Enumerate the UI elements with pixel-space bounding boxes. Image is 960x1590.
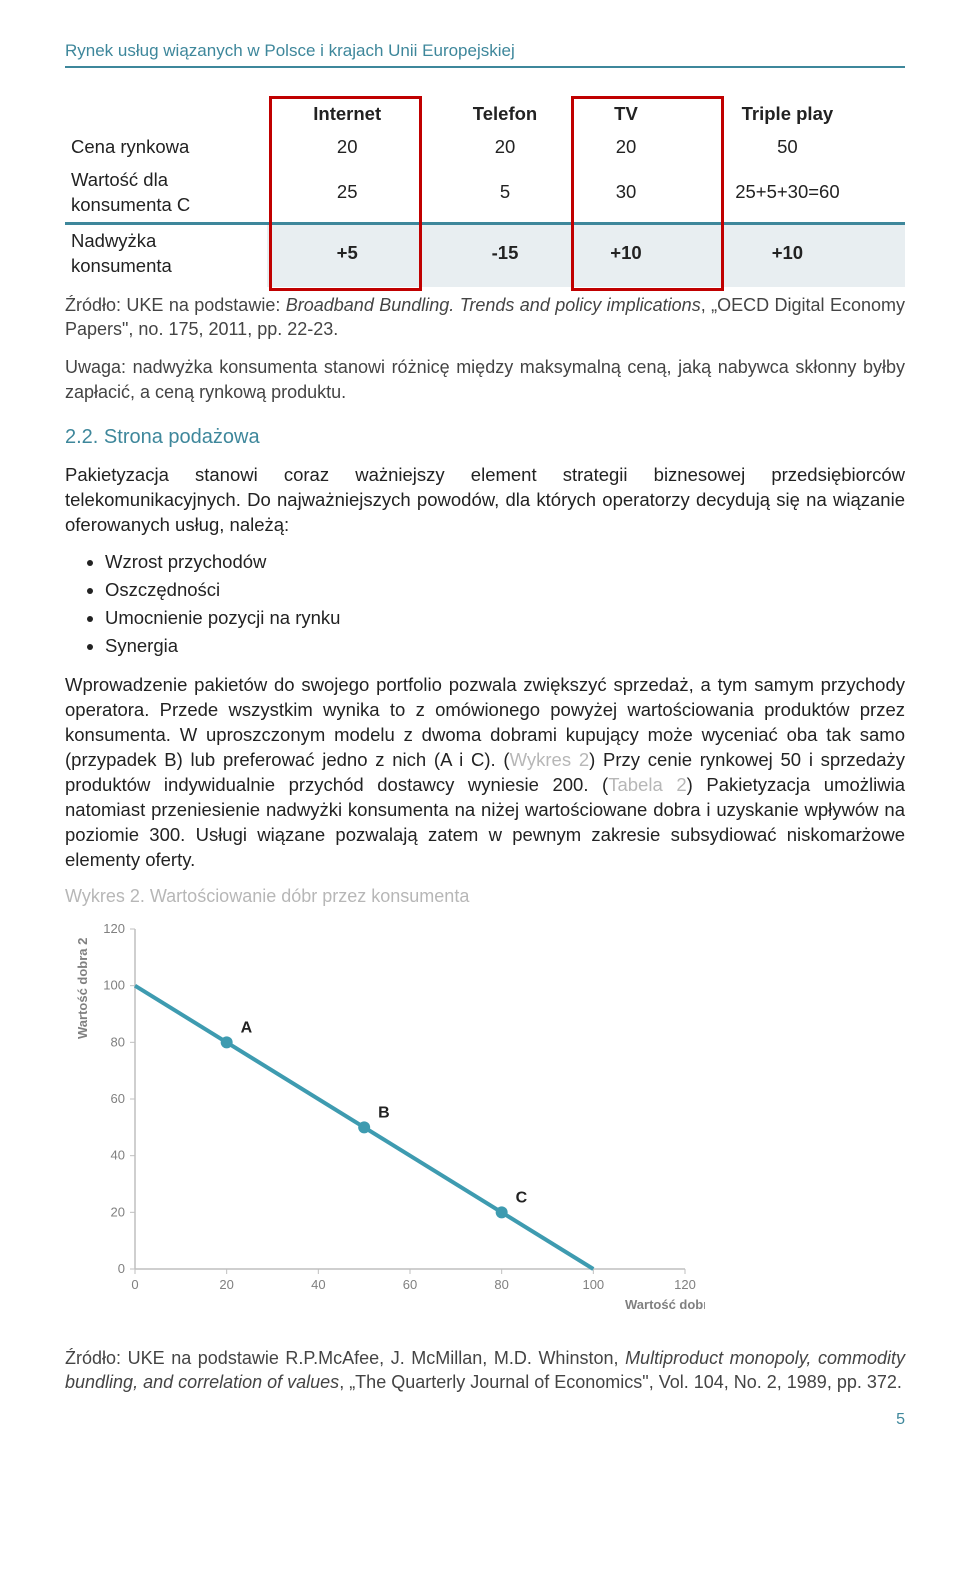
- th-blank: [65, 98, 267, 131]
- svg-text:A: A: [241, 1019, 253, 1036]
- page-header: Rynek usług wiązanych w Polsce i krajach…: [65, 40, 905, 68]
- list-item: Wzrost przychodów: [105, 550, 905, 575]
- highlight-box-tv: [571, 96, 724, 291]
- paragraph-1: Pakietyzacja stanowi coraz ważniejszy el…: [65, 463, 905, 538]
- svg-text:80: 80: [111, 1034, 125, 1049]
- section-heading: 2.2. Strona podażowa: [65, 424, 905, 451]
- table-row: Cena rynkowa 20 20 20 50: [65, 131, 905, 164]
- chart-source: Źródło: UKE na podstawie R.P.McAfee, J. …: [65, 1346, 905, 1395]
- svg-text:B: B: [378, 1104, 390, 1121]
- highlight-box-internet: [269, 96, 422, 291]
- cell: -15: [428, 223, 582, 286]
- valuation-chart: 0 20 40 60 80 100 120 0 20 40 60 80 100 120 Wartość do…: [65, 919, 705, 1319]
- table-note: Uwaga: nadwyżka konsumenta stanowi różni…: [65, 355, 905, 404]
- table-header-row: Internet Telefon TV Triple play: [65, 98, 905, 131]
- list-item: Oszczędności: [105, 578, 905, 603]
- svg-text:100: 100: [103, 977, 125, 992]
- table-row: Wartość dla konsumenta C 25 5 30 25+5+30…: [65, 164, 905, 223]
- th-telefon: Telefon: [428, 98, 582, 131]
- svg-text:40: 40: [111, 1147, 125, 1162]
- cell: Wartość dla konsumenta C: [65, 164, 267, 223]
- svg-text:100: 100: [582, 1277, 604, 1292]
- svg-text:0: 0: [131, 1277, 138, 1292]
- table-row-surplus: Nadwyżka konsumenta +5 -15 +10 +10: [65, 223, 905, 286]
- ref-wykres2: Wykres 2: [510, 749, 590, 770]
- svg-text:60: 60: [403, 1277, 417, 1292]
- svg-text:20: 20: [111, 1204, 125, 1219]
- svg-text:Wartość dobra 1: Wartość dobra 1: [625, 1297, 705, 1312]
- list-item: Umocnienie pozycji na rynku: [105, 606, 905, 631]
- svg-text:40: 40: [311, 1277, 325, 1292]
- svg-text:Wartość dobra 2: Wartość dobra 2: [75, 937, 90, 1038]
- cell: Nadwyżka konsumenta: [65, 223, 267, 286]
- svg-text:20: 20: [219, 1277, 233, 1292]
- svg-text:0: 0: [118, 1261, 125, 1276]
- cell: Cena rynkowa: [65, 131, 267, 164]
- page-number: 5: [65, 1409, 905, 1431]
- bullet-list: Wzrost przychodów Oszczędności Umocnieni…: [105, 550, 905, 659]
- paragraph-2: Wprowadzenie pakietów do swojego portfol…: [65, 673, 905, 873]
- pricing-table: Internet Telefon TV Triple play Cena ryn…: [65, 98, 905, 287]
- svg-text:60: 60: [111, 1091, 125, 1106]
- cell: 20: [428, 131, 582, 164]
- svg-text:120: 120: [674, 1277, 696, 1292]
- svg-text:C: C: [516, 1189, 528, 1206]
- svg-text:120: 120: [103, 921, 125, 936]
- list-item: Synergia: [105, 634, 905, 659]
- pricing-table-wrap: Internet Telefon TV Triple play Cena ryn…: [65, 98, 905, 287]
- table-source: Źródło: UKE na podstawie: Broadband Bund…: [65, 293, 905, 342]
- chart-title: Wykres 2. Wartościowanie dóbr przez kons…: [65, 884, 905, 908]
- ref-tabela2: Tabela 2: [608, 774, 686, 795]
- cell: 5: [428, 164, 582, 223]
- svg-text:80: 80: [494, 1277, 508, 1292]
